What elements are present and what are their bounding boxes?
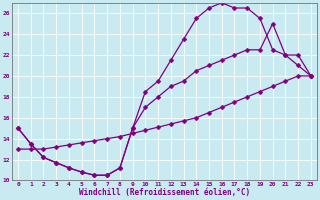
X-axis label: Windchill (Refroidissement éolien,°C): Windchill (Refroidissement éolien,°C) bbox=[79, 188, 250, 197]
